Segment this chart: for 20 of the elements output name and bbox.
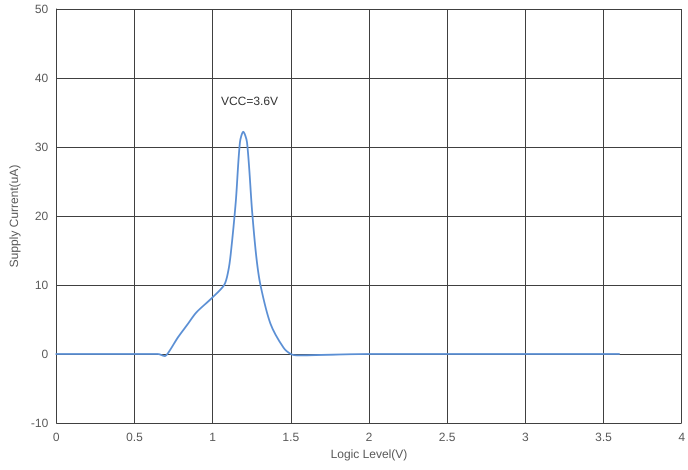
y-axis-title: Supply Current(uA): [7, 164, 21, 268]
x-tick-label: 2: [366, 430, 373, 444]
x-tick-label: 1.5: [282, 430, 300, 444]
y-tick-label: 0: [42, 347, 49, 361]
x-tick-label: 4: [678, 430, 686, 444]
x-axis-title: Logic Level(V): [330, 446, 408, 461]
x-tick-label: 3: [522, 430, 529, 444]
x-tick-label: 0.5: [126, 430, 144, 444]
line-series: [55, 130, 620, 357]
y-tick-label: -10: [30, 416, 49, 430]
x-tick-label: 2.5: [438, 430, 456, 444]
y-tick-label: 20: [34, 209, 49, 223]
y-tick-label: 30: [34, 140, 49, 154]
y-tick-label: 40: [34, 71, 49, 85]
annotation: VCC=3.6V: [221, 94, 278, 108]
y-tick-label: 50: [34, 2, 49, 16]
x-tick-label: 3.5: [595, 430, 612, 444]
x-tick-label: 1: [209, 430, 216, 444]
y-tick-label: 10: [34, 278, 49, 292]
x-tick-label: 0: [52, 430, 60, 444]
